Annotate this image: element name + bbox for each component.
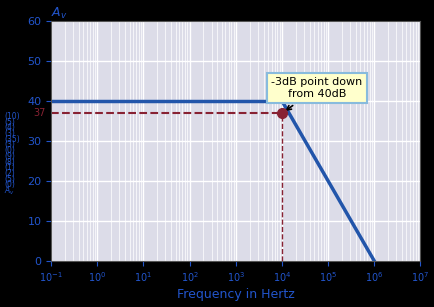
Text: (10): (10) — [4, 112, 20, 121]
Text: (5): (5) — [4, 174, 15, 184]
Text: (3): (3) — [4, 129, 15, 138]
Text: (9): (9) — [4, 152, 15, 161]
Text: (1): (1) — [4, 163, 15, 172]
Text: (3): (3) — [4, 141, 15, 150]
Text: 37: 37 — [33, 108, 46, 118]
Text: (0): (0) — [4, 146, 15, 155]
Text: (8): (8) — [4, 157, 15, 166]
X-axis label: Frequency in Hertz: Frequency in Hertz — [177, 289, 294, 301]
Text: (2): (2) — [4, 169, 15, 178]
Text: (35): (35) — [4, 135, 20, 144]
Text: $A_v$: $A_v$ — [4, 184, 15, 196]
Text: -3dB point down
from 40dB: -3dB point down from 40dB — [271, 77, 362, 110]
Text: (5): (5) — [4, 118, 15, 127]
Text: (0): (0) — [4, 180, 15, 189]
Text: (4): (4) — [4, 123, 15, 133]
Text: $A_v$: $A_v$ — [51, 6, 68, 21]
